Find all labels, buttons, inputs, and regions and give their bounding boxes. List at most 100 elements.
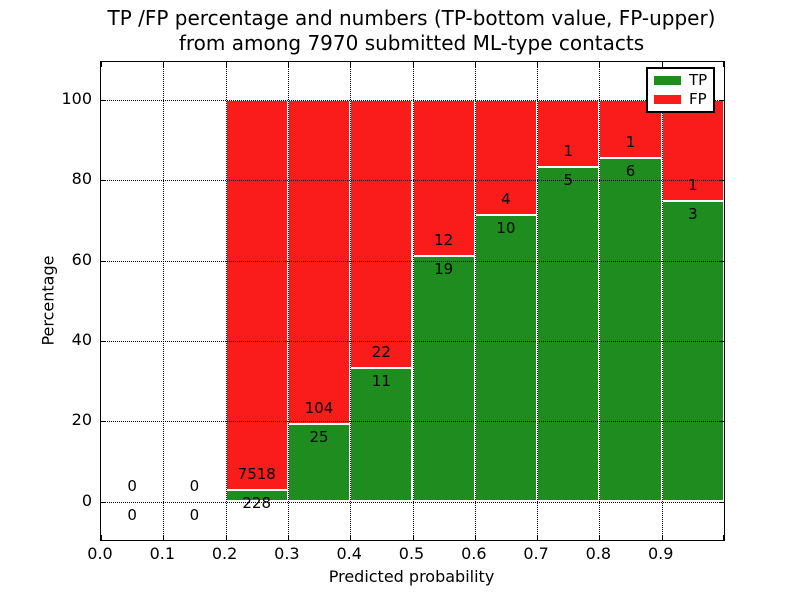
x-tick-label: 0.3: [274, 544, 300, 563]
y-axis-tick: [101, 421, 106, 423]
x-tick-label: 0.4: [336, 544, 362, 563]
x-axis-tick: [101, 62, 102, 67]
x-axis-tick: [661, 62, 663, 67]
bar-fp-segment: [287, 100, 351, 424]
y-tick-label: 40: [71, 329, 92, 349]
y-axis-tick: [719, 260, 724, 262]
legend-swatch-fp: [654, 95, 681, 104]
x-tick-label: 0.7: [523, 544, 549, 563]
y-axis-tick: [719, 100, 724, 102]
bar-tp-count-label: 11: [371, 371, 391, 390]
bar-fp-segment: [225, 100, 288, 490]
x-axis-tick: [474, 62, 476, 67]
bar-fp-count-label: 104: [304, 398, 334, 417]
bar-fp-segment: [537, 100, 600, 168]
bar-fp-count-label: 22: [371, 342, 391, 361]
x-axis-tick: [287, 535, 289, 540]
x-axis-tick: [350, 62, 352, 67]
y-axis-tick: [101, 180, 106, 182]
bar-fp-count-label: 4: [501, 189, 511, 208]
x-axis-tick: [412, 62, 414, 67]
chart-title: TP /FP percentage and numbers (TP-bottom…: [100, 6, 723, 56]
gridline-horizontal: [101, 100, 724, 102]
gridline-horizontal: [101, 340, 724, 342]
bar-tp-count-label: 3: [688, 204, 698, 223]
x-tick-label: 0.9: [647, 544, 674, 563]
bar-tp-count-label: 19: [434, 259, 454, 278]
y-axis-label: Percentage: [38, 255, 58, 346]
legend-item: FP: [654, 92, 713, 107]
bar-tp-count-label: 0: [127, 505, 137, 524]
x-axis-tick: [163, 62, 165, 67]
gridline-vertical: [163, 62, 165, 540]
legend-label: TP: [689, 71, 708, 89]
y-axis-tick: [101, 501, 106, 503]
bar-fp-count-label: 0: [189, 476, 200, 495]
bar-fp-segment: [474, 100, 538, 215]
gridline-horizontal: [101, 180, 724, 182]
x-axis-tick: [599, 535, 601, 540]
bar-fp-segment: [412, 100, 475, 256]
x-axis-tick: [287, 62, 289, 67]
plot-area: 0 0 0 0 7518 228 104 25 22 11 12 19 4 10 1 5 1 6 1 3: [100, 61, 725, 541]
legend-item: TP: [654, 73, 713, 88]
x-axis-label: Predicted probability: [328, 567, 495, 586]
y-axis-tick: [719, 340, 724, 342]
x-tick-label: 0.2: [211, 544, 238, 563]
y-axis-tick: [719, 501, 724, 503]
gridline-vertical: [661, 62, 663, 540]
bar-tp-count-label: 6: [625, 161, 636, 180]
gridline-vertical: [350, 62, 352, 540]
x-axis-tick: [474, 535, 476, 540]
x-axis-tick: [163, 535, 165, 540]
bar-tp-segment: [474, 214, 538, 502]
x-axis-tick: [537, 62, 539, 67]
y-axis-tick: [101, 260, 106, 262]
x-axis-tick: [537, 535, 539, 540]
gridline-vertical: [287, 62, 289, 540]
bar-fp-count-label: 1: [688, 175, 698, 194]
y-axis-tick: [101, 340, 106, 342]
gridline-vertical: [225, 62, 227, 540]
gridline-horizontal: [101, 260, 724, 262]
y-tick-label: 0: [81, 490, 92, 510]
gridline-horizontal: [101, 421, 724, 423]
y-axis-tick: [719, 180, 724, 182]
x-axis-tick: [599, 62, 601, 67]
x-tick-label: 0.8: [585, 544, 612, 563]
x-tick-label: 0.6: [461, 544, 487, 563]
bar-fp-count-label: 12: [434, 230, 454, 249]
legend-swatch-tp: [654, 76, 681, 85]
bar-tp-segment: [661, 200, 724, 502]
y-axis-tick: [101, 100, 106, 102]
chart-title-line-2: from among 7970 submitted ML-type contac…: [178, 31, 645, 55]
bar-fp-count-label: 1: [625, 132, 636, 151]
bar-tp-count-label: 228: [242, 493, 272, 512]
bar-tp-segment: [537, 167, 600, 502]
x-tick-label: 0.0: [87, 544, 113, 563]
x-axis-tick: [225, 535, 227, 540]
gridline-vertical: [599, 62, 601, 540]
x-axis-tick: [225, 62, 227, 67]
gridline-vertical: [412, 62, 414, 540]
bar-fp-count-label: 1: [563, 142, 574, 161]
gridline-vertical: [474, 62, 476, 540]
y-axis-tick: [719, 421, 724, 423]
x-axis-tick: [723, 62, 724, 67]
legend-label: FP: [689, 90, 707, 108]
bar-fp-count-label: 7518: [237, 464, 276, 483]
bar-fp-count-label: 0: [127, 476, 137, 495]
bar-tp-count-label: 10: [496, 218, 516, 237]
y-tick-label: 100: [61, 89, 92, 109]
chart-title-line-1: TP /FP percentage and numbers (TP-bottom…: [107, 6, 716, 30]
legend: TP FP: [646, 67, 715, 113]
y-tick-label: 80: [71, 169, 92, 189]
x-axis-tick: [412, 535, 414, 540]
bar-tp-count-label: 5: [563, 171, 574, 190]
bar-tp-count-label: 0: [189, 505, 200, 524]
x-axis-tick: [723, 535, 724, 540]
x-axis-tick: [350, 535, 352, 540]
bar-tp-count-label: 25: [309, 427, 329, 446]
x-axis-tick: [661, 535, 663, 540]
